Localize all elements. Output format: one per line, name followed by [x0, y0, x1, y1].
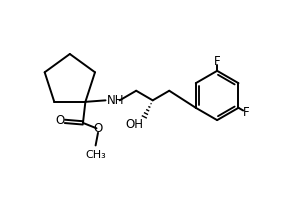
Text: O: O [93, 122, 103, 135]
Text: F: F [214, 55, 220, 68]
Text: O: O [55, 114, 64, 127]
Text: NH: NH [107, 94, 124, 107]
Text: OH: OH [126, 118, 144, 131]
Text: CH₃: CH₃ [85, 150, 106, 160]
Text: F: F [243, 106, 250, 119]
